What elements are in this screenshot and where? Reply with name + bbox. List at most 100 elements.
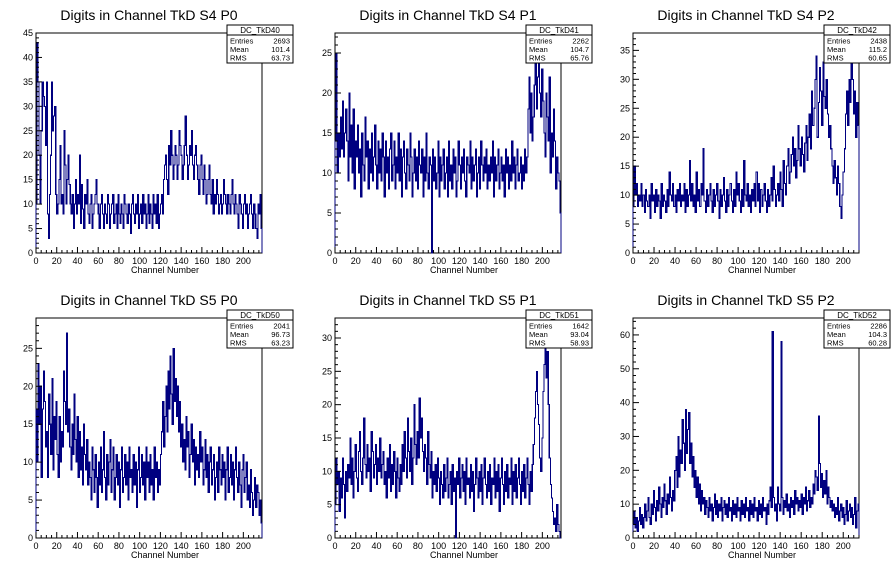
- x-tick-label: 80: [114, 256, 124, 266]
- histogram-panel: Digits in Channel TkD S4 P00 20 40 60 80 100 1…: [23, 7, 294, 275]
- stats-name: DC_TkD40: [240, 26, 280, 35]
- y-tick-label: 0: [327, 248, 332, 258]
- stats-box-frame: [226, 309, 294, 349]
- x-tick-label: 160: [194, 541, 209, 551]
- x-tick-label: 0: [332, 256, 337, 266]
- chart-title: Digits in Channel TkD S4 P1: [359, 7, 536, 23]
- x-tick-label: 200: [836, 256, 851, 266]
- plot-frame: [334, 317, 562, 539]
- y-tick-label: 30: [322, 333, 332, 343]
- y-tick-label: 20: [322, 88, 332, 98]
- x-axis-label: Channel Number: [430, 265, 498, 275]
- stats-rms-value: 58.93: [570, 339, 589, 348]
- chart-title: Digits in Channel TkD S5 P0: [60, 292, 237, 308]
- y-tick-label: 20: [620, 465, 630, 475]
- x-tick-label: 80: [712, 541, 722, 551]
- x-tick-label: 200: [236, 256, 251, 266]
- x-tick-label: 180: [514, 541, 529, 551]
- stats-entries-value: 2041: [273, 322, 290, 331]
- stats-box-frame: [823, 24, 891, 64]
- y-tick-label: 5: [327, 500, 332, 510]
- x-tick-label: 200: [836, 541, 851, 551]
- y-tick-label: 5: [625, 219, 630, 229]
- x-axis-label: Channel Number: [131, 265, 199, 275]
- stats-box: DC_TkD42 Entries 2438 Mean 115.2 RMS 60.65: [823, 24, 891, 64]
- stats-entries-value: 1642: [572, 322, 589, 331]
- y-tick-label: 20: [23, 381, 33, 391]
- y-tick-label: 60: [620, 330, 630, 340]
- y-tick-label: 0: [625, 533, 630, 543]
- y-tick-label: 15: [23, 175, 33, 185]
- stats-name: DC_TkD51: [539, 311, 579, 320]
- y-tick-label: 30: [620, 431, 630, 441]
- x-tick-label: 100: [731, 256, 746, 266]
- plot-frame: [632, 32, 860, 254]
- stats-entries-value: 2693: [273, 37, 290, 46]
- series-line: [35, 332, 263, 538]
- x-tick-label: 60: [93, 256, 103, 266]
- x-tick-label: 100: [132, 256, 147, 266]
- y-tick-label: 15: [620, 161, 630, 171]
- x-tick-label: 140: [473, 541, 488, 551]
- stats-name: DC_TkD50: [240, 311, 280, 320]
- x-axis-label: Channel Number: [430, 550, 498, 560]
- y-tick-label: 25: [620, 103, 630, 113]
- y-tick-label: 25: [322, 48, 332, 58]
- y-tick-label: 0: [327, 533, 332, 543]
- y-tick-label: 20: [620, 132, 630, 142]
- y-tick-label: 25: [23, 126, 33, 136]
- stats-box-frame: [525, 309, 593, 349]
- histogram-panel: Digits in Channel TkD S4 P10 20 40 60 80 100 1…: [322, 7, 593, 275]
- stats-mean-label: Mean: [529, 330, 548, 339]
- chart-title: Digits in Channel TkD S4 P2: [657, 7, 834, 23]
- x-tick-label: 120: [752, 256, 767, 266]
- stats-entries-value: 2438: [870, 37, 887, 46]
- x-tick-label: 160: [194, 256, 209, 266]
- stats-entries-label: Entries: [230, 37, 254, 46]
- x-tick-label: 20: [649, 541, 659, 551]
- x-tick-label: 100: [731, 541, 746, 551]
- x-tick-label: 200: [535, 541, 550, 551]
- x-tick-label: 200: [236, 541, 251, 551]
- stats-mean-value: 96.73: [271, 330, 290, 339]
- y-tick-label: 10: [620, 499, 630, 509]
- y-tick-label: 0: [625, 248, 630, 258]
- chart-title: Digits in Channel TkD S5 P1: [359, 292, 536, 308]
- y-tick-label: 0: [28, 248, 33, 258]
- y-tick-label: 15: [23, 419, 33, 429]
- plot-frame: [632, 317, 860, 539]
- x-tick-label: 180: [514, 256, 529, 266]
- y-tick-label: 0: [28, 533, 33, 543]
- x-tick-label: 140: [773, 541, 788, 551]
- stats-rms-value: 63.73: [271, 54, 290, 63]
- x-tick-label: 100: [431, 541, 446, 551]
- y-tick-label: 25: [23, 343, 33, 353]
- stats-box: DC_TkD40 Entries 2693 Mean 101.4 RMS 63.73: [226, 24, 294, 64]
- y-tick-label: 15: [322, 128, 332, 138]
- y-tick-label: 40: [620, 398, 630, 408]
- x-tick-label: 120: [452, 256, 467, 266]
- x-tick-label: 160: [794, 541, 809, 551]
- series-line: [334, 337, 561, 539]
- stats-mean-label: Mean: [230, 330, 249, 339]
- series-line: [334, 44, 562, 254]
- stats-rms-value: 60.65: [868, 54, 887, 63]
- stats-mean-label: Mean: [529, 45, 548, 54]
- x-tick-label: 20: [52, 541, 62, 551]
- x-tick-label: 80: [712, 256, 722, 266]
- x-tick-label: 60: [392, 541, 402, 551]
- stats-mean-label: Mean: [230, 45, 249, 54]
- y-tick-label: 30: [620, 74, 630, 84]
- y-tick-label: 35: [23, 77, 33, 87]
- x-tick-label: 40: [371, 256, 381, 266]
- x-tick-label: 160: [493, 256, 508, 266]
- stats-entries-label: Entries: [230, 322, 254, 331]
- stats-mean-value: 115.2: [869, 45, 887, 54]
- x-tick-label: 140: [473, 256, 488, 266]
- x-tick-label: 60: [93, 541, 103, 551]
- stats-mean-label: Mean: [827, 45, 846, 54]
- y-tick-label: 20: [23, 150, 33, 160]
- chart-title: Digits in Channel TkD S5 P2: [657, 292, 834, 308]
- x-tick-label: 120: [153, 541, 168, 551]
